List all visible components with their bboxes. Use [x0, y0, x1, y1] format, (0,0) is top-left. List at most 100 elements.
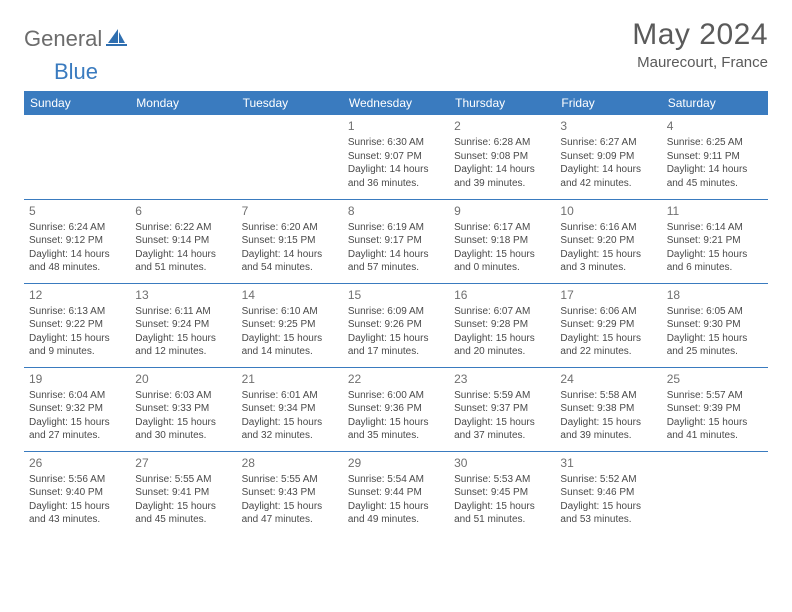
sunset-line: Sunset: 9:18 PM — [454, 234, 550, 248]
daylight-line: Daylight: 15 hours and 41 minutes. — [667, 416, 763, 443]
sunrise-line: Sunrise: 6:22 AM — [135, 221, 231, 235]
day-number: 16 — [454, 287, 550, 303]
day-number: 22 — [348, 371, 444, 387]
sunrise-line: Sunrise: 6:30 AM — [348, 136, 444, 150]
calendar-page: General May 2024 Maurecourt, France Blue… — [0, 0, 792, 545]
daylight-line: Daylight: 15 hours and 20 minutes. — [454, 332, 550, 359]
week-row: 19Sunrise: 6:04 AMSunset: 9:32 PMDayligh… — [24, 367, 768, 451]
day-cell: 25Sunrise: 5:57 AMSunset: 9:39 PMDayligh… — [662, 367, 768, 451]
day-cell: 2Sunrise: 6:28 AMSunset: 9:08 PMDaylight… — [449, 115, 555, 199]
sunrise-line: Sunrise: 6:10 AM — [242, 305, 338, 319]
week-row: 5Sunrise: 6:24 AMSunset: 9:12 PMDaylight… — [24, 199, 768, 283]
sunset-line: Sunset: 9:09 PM — [560, 150, 656, 164]
day-header: Monday — [130, 91, 236, 115]
calendar-body: 1Sunrise: 6:30 AMSunset: 9:07 PMDaylight… — [24, 115, 768, 535]
day-cell: 11Sunrise: 6:14 AMSunset: 9:21 PMDayligh… — [662, 199, 768, 283]
sunset-line: Sunset: 9:44 PM — [348, 486, 444, 500]
sunrise-line: Sunrise: 5:55 AM — [135, 473, 231, 487]
sunset-line: Sunset: 9:38 PM — [560, 402, 656, 416]
day-cell — [237, 115, 343, 199]
sunrise-line: Sunrise: 6:24 AM — [29, 221, 125, 235]
day-cell: 15 Sunrise: 6:09 AMSunset: 9:26 PMDayligh… — [343, 283, 449, 367]
sunset-line: Sunset: 9:26 PM — [348, 318, 444, 332]
sunset-line: Sunset: 9:39 PM — [667, 402, 763, 416]
day-cell: 10Sunrise: 6:16 AMSunset: 9:20 PMDayligh… — [555, 199, 661, 283]
week-row: 26Sunrise: 5:56 AMSunset: 9:40 PMDayligh… — [24, 451, 768, 535]
day-cell: 22Sunrise: 6:00 AMSunset: 9:36 PMDayligh… — [343, 367, 449, 451]
day-header: Sunday — [24, 91, 130, 115]
day-number: 15 — [348, 287, 444, 303]
day-number: 9 — [454, 203, 550, 219]
daylight-line: Daylight: 15 hours and 51 minutes. — [454, 500, 550, 527]
day-header: Saturday — [662, 91, 768, 115]
day-cell: 20Sunrise: 6:03 AMSunset: 9:33 PMDayligh… — [130, 367, 236, 451]
day-cell: 31Sunrise: 5:52 AMSunset: 9:46 PMDayligh… — [555, 451, 661, 535]
day-cell: 7Sunrise: 6:20 AMSunset: 9:15 PMDaylight… — [237, 199, 343, 283]
sunset-line: Sunset: 9:32 PM — [29, 402, 125, 416]
day-number: 23 — [454, 371, 550, 387]
daylight-line: Daylight: 15 hours and 35 minutes. — [348, 416, 444, 443]
day-cell: 14Sunrise: 6:10 AMSunset: 9:25 PMDayligh… — [237, 283, 343, 367]
day-header: Wednesday — [343, 91, 449, 115]
daylight-line: Daylight: 15 hours and 17 minutes. — [348, 332, 444, 359]
daylight-line: Daylight: 15 hours and 53 minutes. — [560, 500, 656, 527]
day-cell: 30Sunrise: 5:53 AMSunset: 9:45 PMDayligh… — [449, 451, 555, 535]
sunset-line: Sunset: 9:25 PM — [242, 318, 338, 332]
day-cell: 28Sunrise: 5:55 AMSunset: 9:43 PMDayligh… — [237, 451, 343, 535]
daylight-line: Daylight: 15 hours and 30 minutes. — [135, 416, 231, 443]
daylight-line: Daylight: 14 hours and 48 minutes. — [29, 248, 125, 275]
sunrise-line: Sunrise: 6:01 AM — [242, 389, 338, 403]
day-number: 18 — [667, 287, 763, 303]
day-cell: 23Sunrise: 5:59 AMSunset: 9:37 PMDayligh… — [449, 367, 555, 451]
sunrise-line: Sunrise: 6:09 AM — [348, 305, 444, 319]
day-number: 3 — [560, 118, 656, 134]
day-number: 2 — [454, 118, 550, 134]
sunrise-line: Sunrise: 5:56 AM — [29, 473, 125, 487]
daylight-line: Daylight: 15 hours and 49 minutes. — [348, 500, 444, 527]
day-number: 24 — [560, 371, 656, 387]
day-header: Tuesday — [237, 91, 343, 115]
sunset-line: Sunset: 9:43 PM — [242, 486, 338, 500]
sunrise-line: Sunrise: 5:52 AM — [560, 473, 656, 487]
day-cell — [130, 115, 236, 199]
daylight-line: Daylight: 15 hours and 39 minutes. — [560, 416, 656, 443]
sunrise-line: Sunrise: 6:19 AM — [348, 221, 444, 235]
day-cell: 18Sunrise: 6:05 AMSunset: 9:30 PMDayligh… — [662, 283, 768, 367]
title-block: May 2024 Maurecourt, France — [632, 18, 768, 71]
day-cell: 1Sunrise: 6:30 AMSunset: 9:07 PMDaylight… — [343, 115, 449, 199]
sunrise-line: Sunrise: 5:53 AM — [454, 473, 550, 487]
daylight-line: Daylight: 15 hours and 3 minutes. — [560, 248, 656, 275]
sunset-line: Sunset: 9:28 PM — [454, 318, 550, 332]
day-cell: 26Sunrise: 5:56 AMSunset: 9:40 PMDayligh… — [24, 451, 130, 535]
sunset-line: Sunset: 9:30 PM — [667, 318, 763, 332]
sunset-line: Sunset: 9:36 PM — [348, 402, 444, 416]
sunset-line: Sunset: 9:08 PM — [454, 150, 550, 164]
daylight-line: Daylight: 14 hours and 57 minutes. — [348, 248, 444, 275]
sunset-line: Sunset: 9:14 PM — [135, 234, 231, 248]
daylight-line: Daylight: 15 hours and 0 minutes. — [454, 248, 550, 275]
day-number: 19 — [29, 371, 125, 387]
day-cell: 6Sunrise: 6:22 AMSunset: 9:14 PMDaylight… — [130, 199, 236, 283]
location-label: Maurecourt, France — [632, 54, 768, 71]
daylight-line: Daylight: 15 hours and 47 minutes. — [242, 500, 338, 527]
sunset-line: Sunset: 9:11 PM — [667, 150, 763, 164]
day-number: 26 — [29, 455, 125, 471]
sunrise-line: Sunrise: 5:58 AM — [560, 389, 656, 403]
sunrise-line: Sunrise: 6:05 AM — [667, 305, 763, 319]
day-cell: 16Sunrise: 6:07 AMSunset: 9:28 PMDayligh… — [449, 283, 555, 367]
month-title: May 2024 — [632, 18, 768, 52]
day-header: Thursday — [449, 91, 555, 115]
day-number: 1 — [348, 118, 444, 134]
sunset-line: Sunset: 9:37 PM — [454, 402, 550, 416]
day-cell: 24 Sunrise: 5:58 AMSunset: 9:38 PMDayligh… — [555, 367, 661, 451]
sunset-line: Sunset: 9:29 PM — [560, 318, 656, 332]
daylight-line: Daylight: 14 hours and 45 minutes. — [667, 163, 763, 190]
daylight-line: Daylight: 15 hours and 32 minutes. — [242, 416, 338, 443]
sunrise-line: Sunrise: 6:13 AM — [29, 305, 125, 319]
day-header-row: Sunday Monday Tuesday Wednesday Thursday… — [24, 91, 768, 115]
sunset-line: Sunset: 9:20 PM — [560, 234, 656, 248]
day-cell — [662, 451, 768, 535]
day-number: 5 — [29, 203, 125, 219]
sunset-line: Sunset: 9:15 PM — [242, 234, 338, 248]
day-cell: 12Sunrise: 6:13 AMSunset: 9:22 PMDayligh… — [24, 283, 130, 367]
